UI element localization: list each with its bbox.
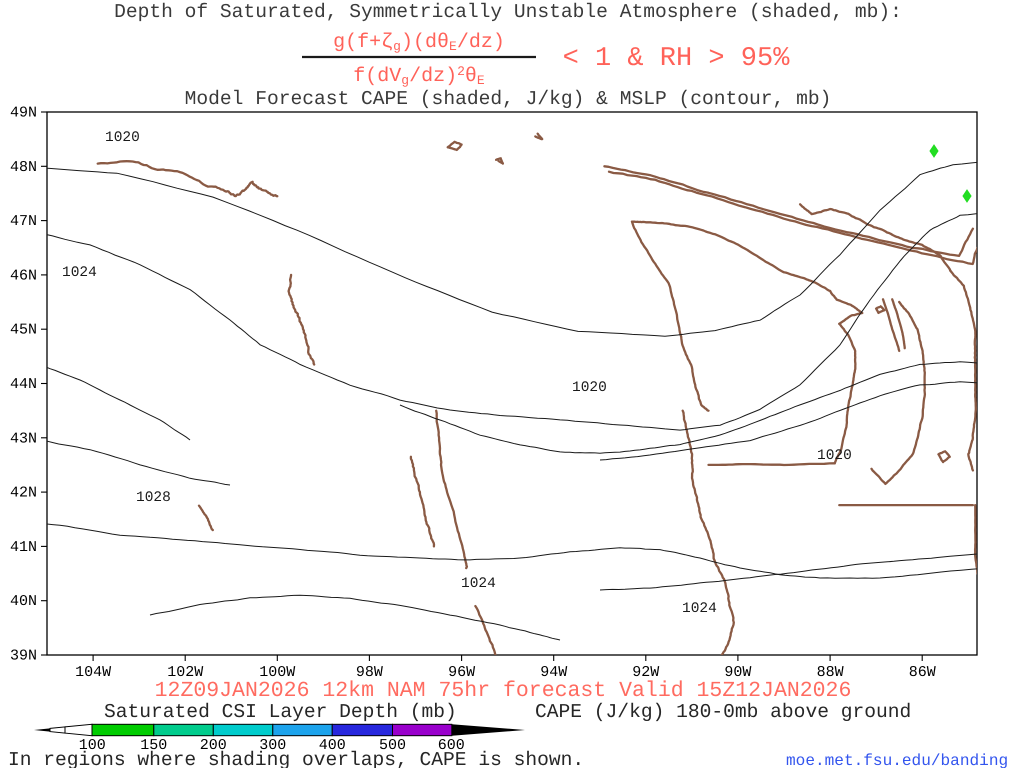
svg-text:46N: 46N xyxy=(10,267,37,284)
svg-text:Depth of Saturated, Symmetrica: Depth of Saturated, Symmetrically Unstab… xyxy=(114,1,902,23)
svg-text:1020: 1020 xyxy=(817,448,852,464)
svg-text:49N: 49N xyxy=(10,105,37,122)
svg-text:1024: 1024 xyxy=(62,265,97,281)
svg-text:150: 150 xyxy=(140,737,167,754)
svg-text:moe.met.fsu.edu/banding: moe.met.fsu.edu/banding xyxy=(786,752,1008,768)
svg-text:43N: 43N xyxy=(10,430,37,447)
svg-text:< 1 & RH > 95%: < 1 & RH > 95% xyxy=(563,44,791,74)
svg-text:86W: 86W xyxy=(909,664,936,681)
svg-text:Saturated CSI Layer Depth (mb): Saturated CSI Layer Depth (mb) xyxy=(104,701,457,723)
svg-text:104W: 104W xyxy=(75,664,111,681)
svg-text:g(f+ζg)(dθE/dz): g(f+ζg)(dθE/dz) xyxy=(333,31,505,54)
svg-text:41N: 41N xyxy=(10,539,37,556)
svg-text:45N: 45N xyxy=(10,322,37,339)
svg-text:1024: 1024 xyxy=(461,576,496,592)
svg-text:1024: 1024 xyxy=(682,601,717,617)
svg-text:12Z09JAN2026 12km NAM 75hr for: 12Z09JAN2026 12km NAM 75hr forecast Vali… xyxy=(155,679,852,703)
svg-text:47N: 47N xyxy=(10,213,37,230)
svg-text:500: 500 xyxy=(379,737,406,754)
svg-text:100: 100 xyxy=(79,737,106,754)
svg-text:600: 600 xyxy=(438,737,465,754)
svg-text:39N: 39N xyxy=(10,648,37,665)
svg-text:CAPE (J/kg) 180-0mb above grou: CAPE (J/kg) 180-0mb above ground xyxy=(535,701,911,723)
svg-text:40N: 40N xyxy=(10,593,37,610)
svg-text:1020: 1020 xyxy=(572,380,607,396)
svg-text:f(dVg/dz)2θE: f(dVg/dz)2θE xyxy=(353,64,485,88)
svg-text:48N: 48N xyxy=(10,159,37,176)
svg-text:1020: 1020 xyxy=(105,130,140,146)
svg-text:Model Forecast CAPE (shaded, J: Model Forecast CAPE (shaded, J/kg) & MSL… xyxy=(185,88,832,110)
svg-text:1028: 1028 xyxy=(136,490,171,506)
svg-text:300: 300 xyxy=(259,737,286,754)
svg-text:42N: 42N xyxy=(10,485,37,502)
svg-text:200: 200 xyxy=(200,737,227,754)
svg-text:44N: 44N xyxy=(10,376,37,393)
svg-text:400: 400 xyxy=(319,737,346,754)
